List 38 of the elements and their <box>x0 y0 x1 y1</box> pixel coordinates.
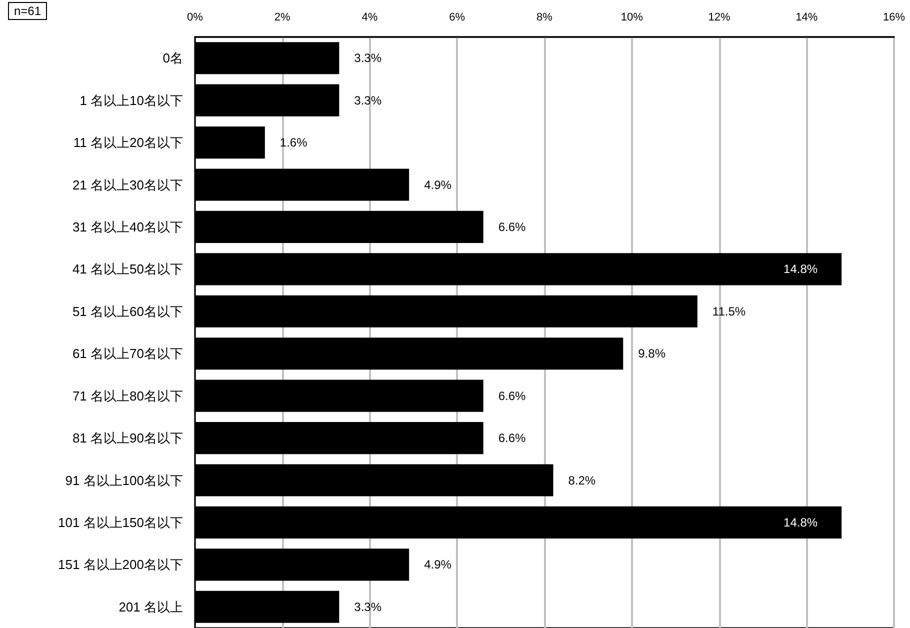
data-label: 3.3% <box>354 93 382 108</box>
data-label: 1.6% <box>280 136 308 150</box>
data-label: 4.9% <box>424 178 452 192</box>
x-tick-label: 2% <box>274 12 291 24</box>
y-tick-label: 61 名以上70名以下 <box>72 346 183 362</box>
y-tick-label: 71 名以上80名以下 <box>72 388 183 404</box>
y-tick-label: 201 名以上 <box>118 599 183 614</box>
data-label: 14.8% <box>784 262 818 276</box>
x-tick-label: 0% <box>187 12 204 24</box>
y-tick-label: 11 名以上20名以下 <box>73 135 183 150</box>
data-label: 4.9% <box>424 558 452 572</box>
data-label: 11.5% <box>712 304 746 318</box>
data-label: 8.2% <box>568 473 596 488</box>
data-label: 6.6% <box>498 220 526 234</box>
data-label: 3.3% <box>354 600 382 614</box>
data-label: 9.8% <box>638 346 666 361</box>
data-label: 6.6% <box>498 431 526 446</box>
y-tick-label: 0名 <box>162 50 183 66</box>
y-tick-label: 91 名以上100名以下 <box>65 472 183 488</box>
data-label: 6.6% <box>498 388 526 403</box>
x-tick-label: 14% <box>796 12 818 24</box>
y-tick-label: 151 名以上200名以下 <box>58 557 183 572</box>
y-tick-label: 21 名以上30名以下 <box>72 177 183 192</box>
x-tick-label: 6% <box>449 12 466 24</box>
data-label: 14.8% <box>784 515 818 530</box>
data-label: 3.3% <box>354 51 382 66</box>
y-tick-label: 1 名以上10名以下 <box>80 92 183 108</box>
y-tick-label: 41 名以上50名以下 <box>72 262 183 277</box>
y-tick-label: 51 名以上60名以下 <box>72 304 183 319</box>
x-tick-label: 12% <box>708 12 730 24</box>
x-tick-label: 8% <box>536 12 553 24</box>
x-tick-label: 10% <box>620 12 644 24</box>
x-tick-label: 16% <box>882 12 906 24</box>
x-tick-label: 4% <box>362 12 378 24</box>
y-tick-label: 81 名以上90名以下 <box>72 430 183 446</box>
text: n=61 <box>8 2 48 20</box>
y-tick-label: 31 名以上40名以下 <box>72 219 183 234</box>
y-tick-label: 101 名以上150名以下 <box>58 514 183 530</box>
